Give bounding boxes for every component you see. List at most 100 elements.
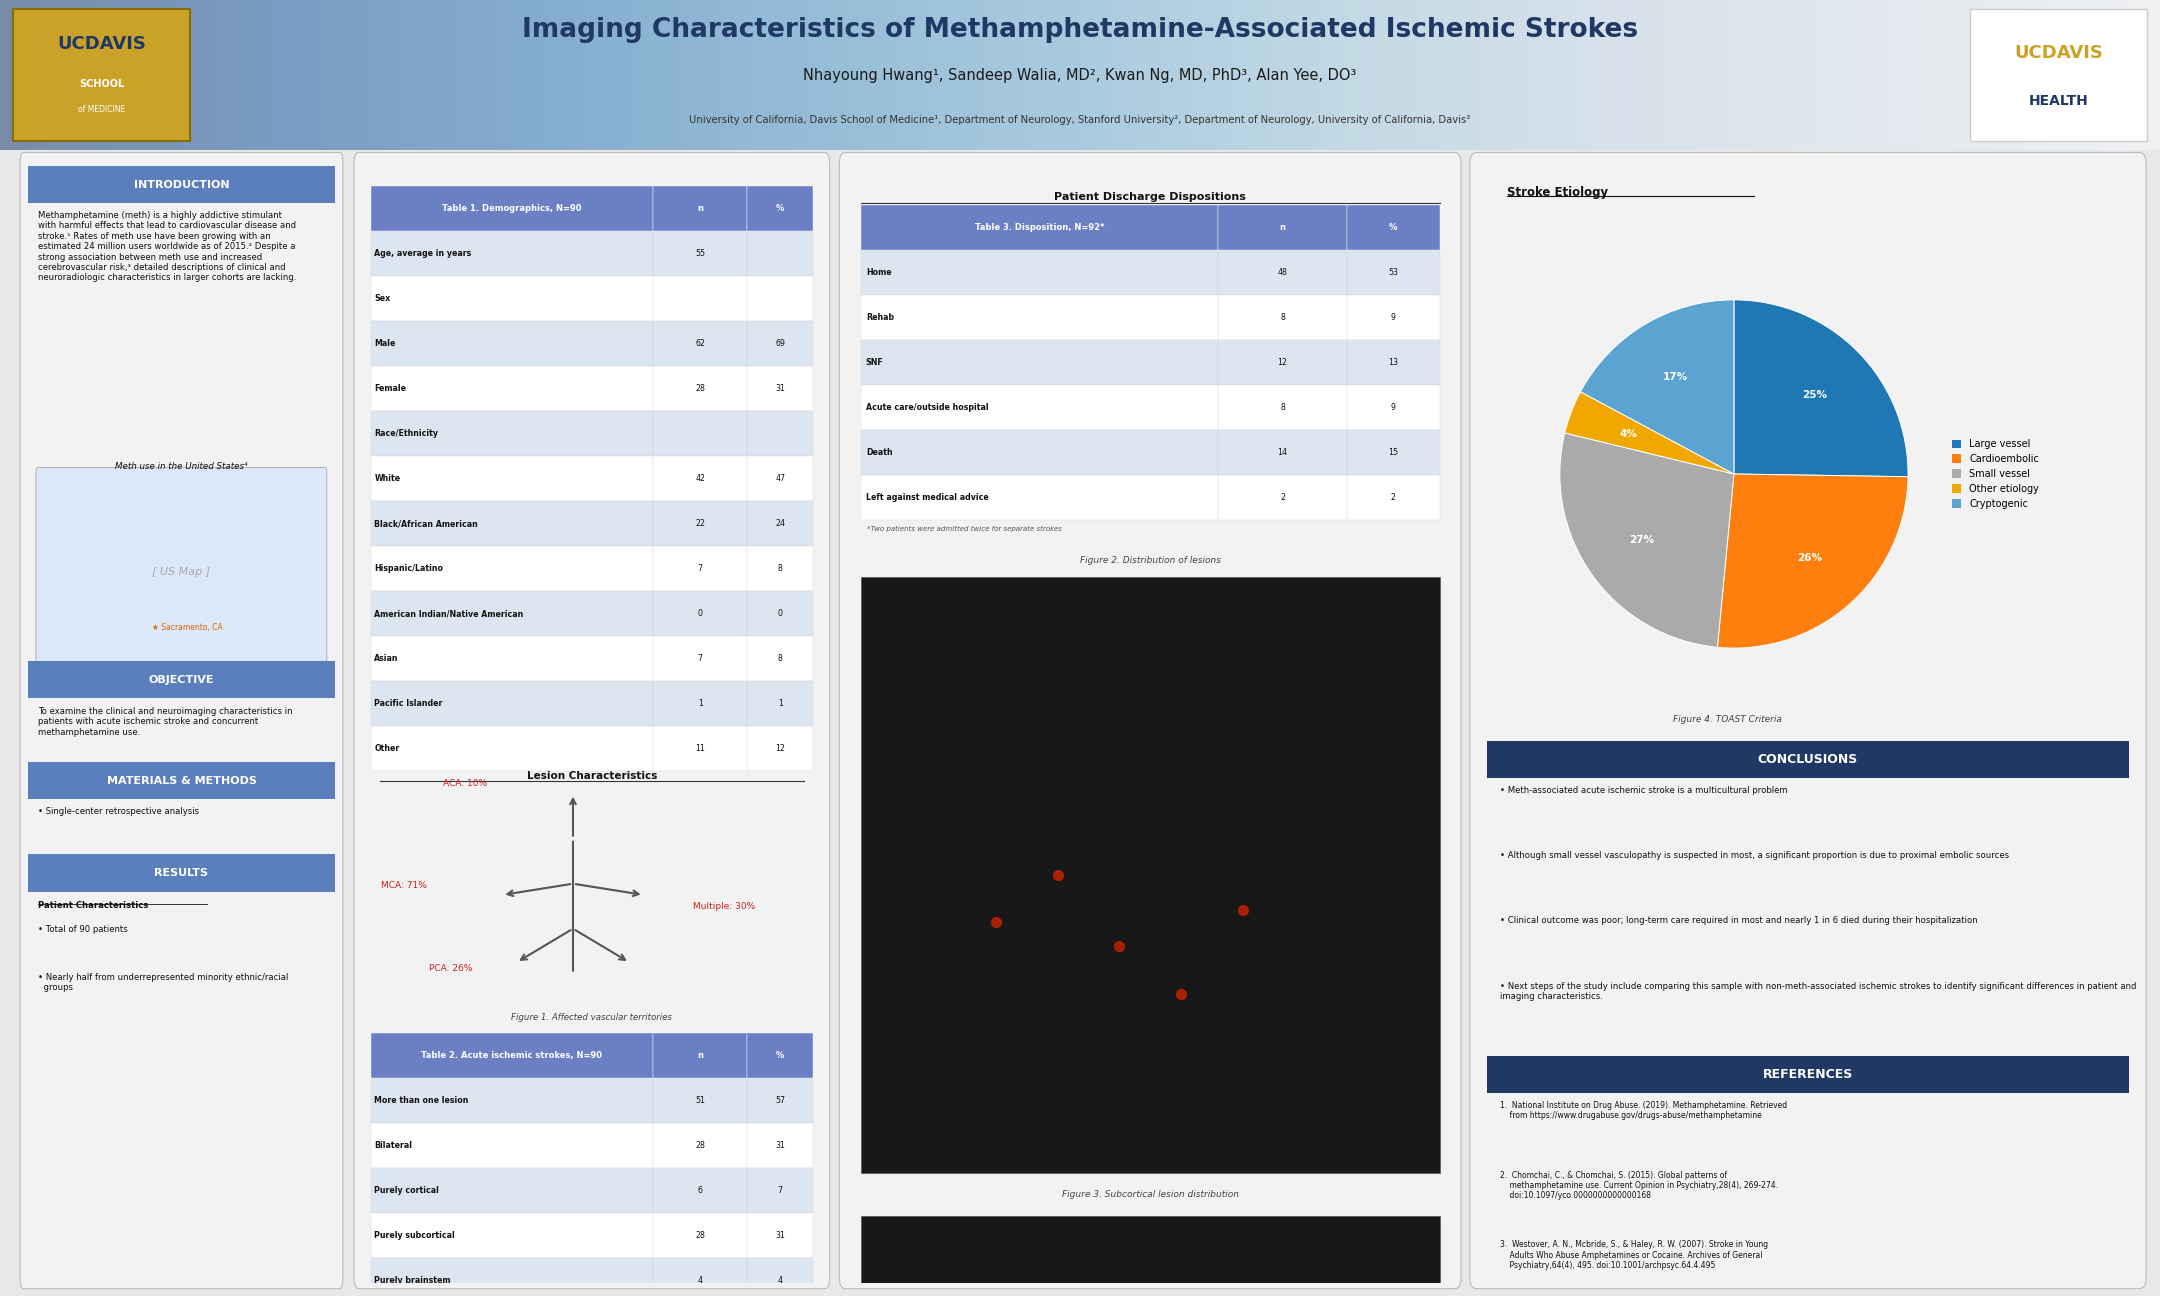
Text: Table 1. Demographics, N=90: Table 1. Demographics, N=90 (443, 205, 581, 214)
Text: OBJECTIVE: OBJECTIVE (149, 674, 214, 684)
FancyBboxPatch shape (354, 153, 829, 1288)
Text: MATERIALS & METHODS: MATERIALS & METHODS (106, 776, 257, 785)
FancyBboxPatch shape (747, 546, 812, 591)
FancyBboxPatch shape (372, 456, 652, 502)
FancyBboxPatch shape (372, 591, 652, 636)
Text: 8: 8 (1281, 314, 1285, 323)
FancyBboxPatch shape (747, 1168, 812, 1213)
Text: 0: 0 (698, 609, 702, 618)
Text: 2: 2 (1391, 494, 1395, 503)
Wedge shape (1560, 433, 1734, 647)
Text: RESULTS: RESULTS (156, 868, 207, 877)
Text: %: % (1389, 223, 1398, 232)
FancyBboxPatch shape (652, 546, 747, 591)
FancyBboxPatch shape (652, 1033, 747, 1078)
FancyBboxPatch shape (372, 1124, 652, 1168)
Text: Methamphetamine (meth) is a highly addictive stimulant
with harmful effects that: Methamphetamine (meth) is a highly addic… (37, 211, 296, 283)
Text: UCDAVIS: UCDAVIS (56, 35, 147, 53)
Text: 55: 55 (696, 249, 704, 258)
Text: Purely subcortical: Purely subcortical (374, 1231, 456, 1240)
FancyBboxPatch shape (372, 231, 652, 276)
Text: 25%: 25% (1801, 390, 1827, 399)
FancyBboxPatch shape (652, 1124, 747, 1168)
Text: Left against medical advice: Left against medical advice (866, 494, 989, 503)
FancyBboxPatch shape (652, 1258, 747, 1296)
FancyBboxPatch shape (1469, 153, 2147, 1288)
Text: 8: 8 (1281, 403, 1285, 412)
Text: White: White (374, 474, 400, 483)
FancyBboxPatch shape (1348, 341, 1439, 385)
Text: • Clinical outcome was poor; long-term care required in most and nearly 1 in 6 d: • Clinical outcome was poor; long-term c… (1499, 916, 1979, 925)
Text: ★ Sacramento, CA: ★ Sacramento, CA (153, 622, 222, 631)
FancyBboxPatch shape (372, 636, 652, 682)
FancyBboxPatch shape (747, 1258, 812, 1296)
FancyBboxPatch shape (652, 187, 747, 231)
Text: PCA: 26%: PCA: 26% (430, 963, 473, 972)
Text: n: n (698, 1051, 704, 1060)
FancyBboxPatch shape (37, 468, 326, 675)
FancyBboxPatch shape (747, 502, 812, 546)
Text: • Next steps of the study include comparing this sample with non-meth-associated: • Next steps of the study include compar… (1499, 981, 2136, 1001)
FancyBboxPatch shape (747, 726, 812, 771)
FancyBboxPatch shape (747, 187, 812, 231)
FancyBboxPatch shape (19, 153, 343, 1288)
Text: Death: Death (866, 448, 892, 457)
Text: 28: 28 (696, 384, 704, 393)
Text: Figure 3. Subcortical lesion distribution: Figure 3. Subcortical lesion distributio… (1063, 1190, 1238, 1199)
Wedge shape (1581, 299, 1734, 474)
Text: 4%: 4% (1620, 429, 1637, 438)
Text: 4: 4 (698, 1277, 702, 1286)
FancyBboxPatch shape (1218, 476, 1348, 520)
Text: 17%: 17% (1663, 372, 1689, 382)
FancyBboxPatch shape (372, 682, 652, 726)
Text: Pacific Islander: Pacific Islander (374, 700, 443, 708)
FancyBboxPatch shape (28, 854, 335, 892)
FancyBboxPatch shape (747, 1213, 812, 1258)
FancyBboxPatch shape (652, 1078, 747, 1124)
Text: MCA: 71%: MCA: 71% (380, 881, 426, 890)
Text: Black/African American: Black/African American (374, 520, 477, 529)
Text: Imaging Characteristics of Methamphetamine-Associated Ischemic Strokes: Imaging Characteristics of Methamphetami… (523, 17, 1637, 43)
FancyBboxPatch shape (652, 411, 747, 456)
FancyBboxPatch shape (747, 682, 812, 726)
Text: 0: 0 (778, 609, 782, 618)
Text: Stroke Etiology: Stroke Etiology (1508, 187, 1607, 200)
Text: Number of meth users in millions per 100,000 state residents in 2001.: Number of meth users in millions per 100… (37, 680, 259, 686)
FancyBboxPatch shape (652, 1168, 747, 1213)
FancyBboxPatch shape (747, 231, 812, 276)
Text: SNF: SNF (866, 359, 883, 367)
Text: • Meth-associated acute ischemic stroke is a multicultural problem: • Meth-associated acute ischemic stroke … (1499, 785, 1788, 794)
Text: Purely cortical: Purely cortical (374, 1186, 438, 1195)
Text: 1: 1 (698, 700, 702, 708)
FancyBboxPatch shape (372, 502, 652, 546)
FancyBboxPatch shape (1348, 385, 1439, 430)
Text: ACA: 10%: ACA: 10% (443, 779, 486, 788)
Text: 28: 28 (696, 1142, 704, 1151)
Text: 47: 47 (775, 474, 786, 483)
Text: 28: 28 (696, 1231, 704, 1240)
Text: Rehab: Rehab (866, 314, 894, 323)
Text: Bilateral: Bilateral (374, 1142, 413, 1151)
Text: 31: 31 (775, 1142, 786, 1151)
Text: Table 3. Disposition, N=92*: Table 3. Disposition, N=92* (974, 223, 1104, 232)
Text: HEALTH: HEALTH (2028, 93, 2089, 108)
FancyBboxPatch shape (747, 636, 812, 682)
FancyBboxPatch shape (1218, 385, 1348, 430)
Legend: Large vessel, Cardioembolic, Small vessel, Other etiology, Cryptogenic: Large vessel, Cardioembolic, Small vesse… (1948, 435, 2043, 513)
Text: 22: 22 (696, 520, 704, 529)
FancyBboxPatch shape (862, 430, 1218, 476)
FancyBboxPatch shape (372, 1078, 652, 1124)
FancyBboxPatch shape (652, 276, 747, 321)
Text: 1: 1 (778, 700, 782, 708)
Text: Sex: Sex (374, 294, 391, 303)
FancyBboxPatch shape (652, 726, 747, 771)
FancyBboxPatch shape (747, 367, 812, 411)
Text: CONCLUSIONS: CONCLUSIONS (1758, 753, 1858, 766)
FancyBboxPatch shape (652, 1213, 747, 1258)
Wedge shape (1734, 299, 1907, 477)
FancyBboxPatch shape (372, 411, 652, 456)
FancyBboxPatch shape (372, 321, 652, 367)
Text: 12: 12 (775, 744, 786, 753)
FancyBboxPatch shape (28, 661, 335, 699)
FancyBboxPatch shape (652, 682, 747, 726)
